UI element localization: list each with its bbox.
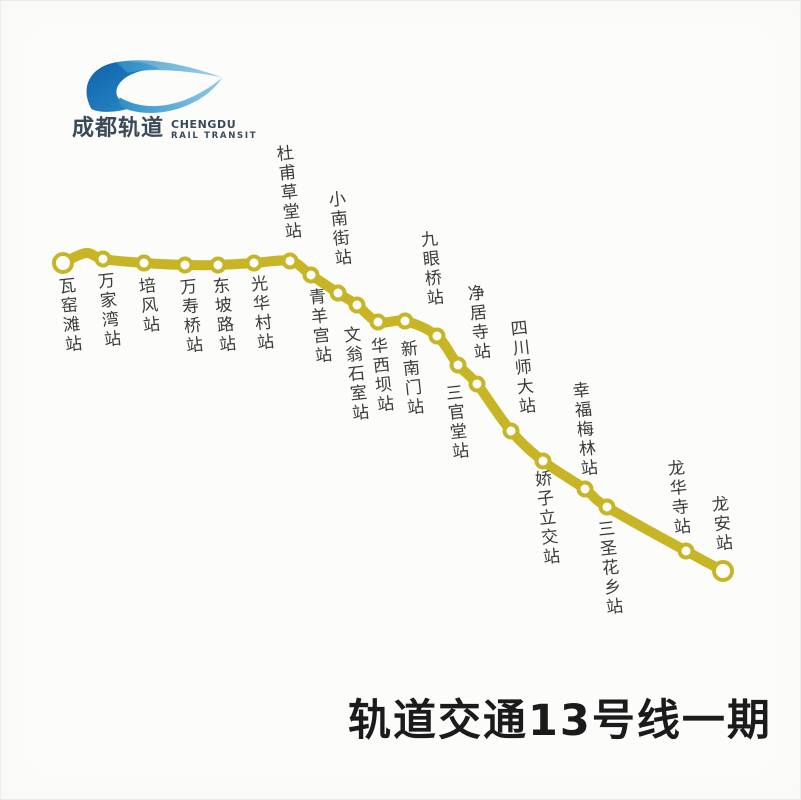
station-marker <box>302 266 320 284</box>
station-marker <box>135 254 153 272</box>
station-marker <box>94 250 112 268</box>
station-marker <box>348 296 366 314</box>
station-marker <box>369 313 387 331</box>
logo-wordmark: 成都轨道 CHENGDU RAIL TRANSIT <box>72 116 262 142</box>
station-marker <box>449 356 467 374</box>
station-markers-group <box>52 250 734 582</box>
station-marker <box>329 284 347 302</box>
station-marker <box>534 452 552 470</box>
station-marker <box>598 498 616 516</box>
terminal-station-marker <box>52 252 74 274</box>
terminal-station-marker <box>712 560 734 582</box>
map-title: 轨道交通13号线一期 <box>348 696 772 746</box>
station-marker <box>396 312 414 330</box>
train-swoosh-icon <box>86 60 223 113</box>
station-marker <box>281 252 299 270</box>
station-marker <box>176 256 194 274</box>
metro-line-path <box>58 247 728 576</box>
logo-english-line2: RAIL TRANSIT <box>171 131 258 141</box>
logo-chinese-name: 成都轨道 <box>72 116 165 141</box>
station-marker <box>576 480 594 498</box>
chengdu-rail-logo: 成都轨道 CHENGDU RAIL TRANSIT <box>72 58 262 141</box>
station-marker <box>428 327 446 345</box>
logo-english-line1: CHENGDU <box>171 118 237 131</box>
station-marker <box>209 256 227 274</box>
station-marker <box>502 422 520 440</box>
station-marker <box>245 254 263 272</box>
logo-english-name: CHENGDU RAIL TRANSIT <box>171 117 258 142</box>
station-marker <box>677 542 695 560</box>
station-marker <box>468 375 486 393</box>
